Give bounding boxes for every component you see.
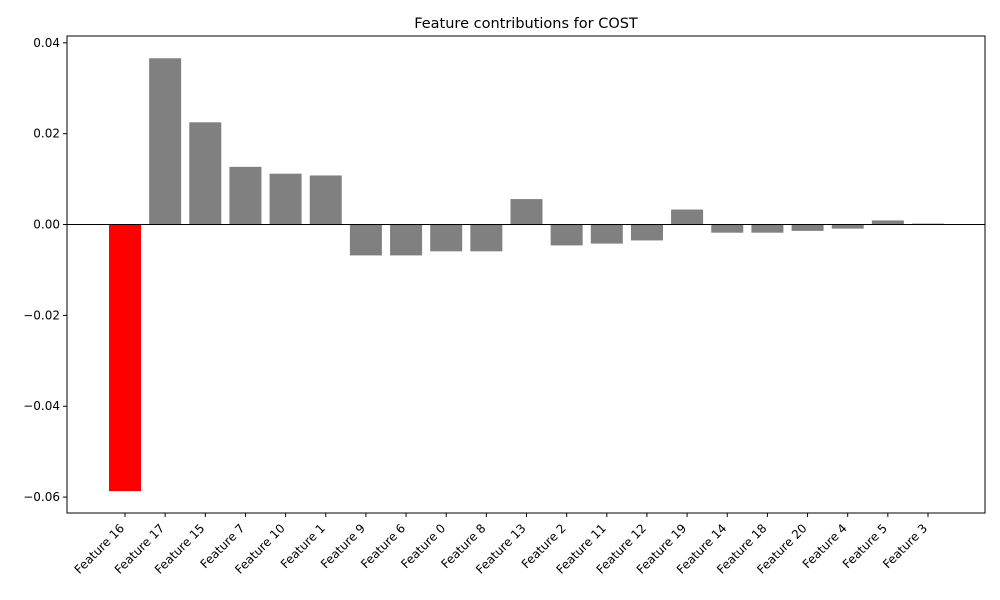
chart-title: Feature contributions for COST [414, 16, 638, 32]
bar-feature-11 [590, 224, 623, 244]
bar-feature-1 [309, 175, 342, 225]
bar-feature-0 [430, 224, 463, 252]
bar-feature-15 [189, 122, 222, 225]
y-tick-label: −0.06 [23, 490, 60, 504]
bar-feature-17 [149, 58, 182, 225]
bar-feature-19 [671, 209, 704, 225]
bar-feature-4 [831, 224, 864, 229]
y-tick-label: 0.00 [33, 218, 60, 232]
bar-feature-9 [349, 224, 382, 256]
bar-feature-2 [550, 224, 583, 246]
y-tick-label: 0.02 [33, 127, 60, 141]
bar-feature-5 [871, 220, 904, 225]
bars-group [109, 58, 944, 492]
bar-feature-8 [470, 224, 503, 252]
bar-feature-16 [109, 224, 141, 492]
y-tick-label: 0.04 [33, 36, 60, 50]
y-tick-label: −0.02 [23, 308, 60, 322]
plot-area-frame [66, 35, 986, 514]
bar-feature-18 [751, 224, 784, 233]
bar-feature-13 [510, 199, 543, 225]
y-axis: −0.06 −0.04 −0.02 0.00 0.02 0.04 [23, 36, 67, 504]
bar-feature-10 [269, 173, 302, 225]
bar-feature-20 [791, 224, 824, 231]
y-tick-label: −0.04 [23, 399, 60, 413]
bar-feature-7 [229, 166, 262, 225]
bar-feature-6 [390, 224, 423, 256]
bar-feature-14 [711, 224, 744, 233]
bar-feature-12 [630, 224, 663, 241]
